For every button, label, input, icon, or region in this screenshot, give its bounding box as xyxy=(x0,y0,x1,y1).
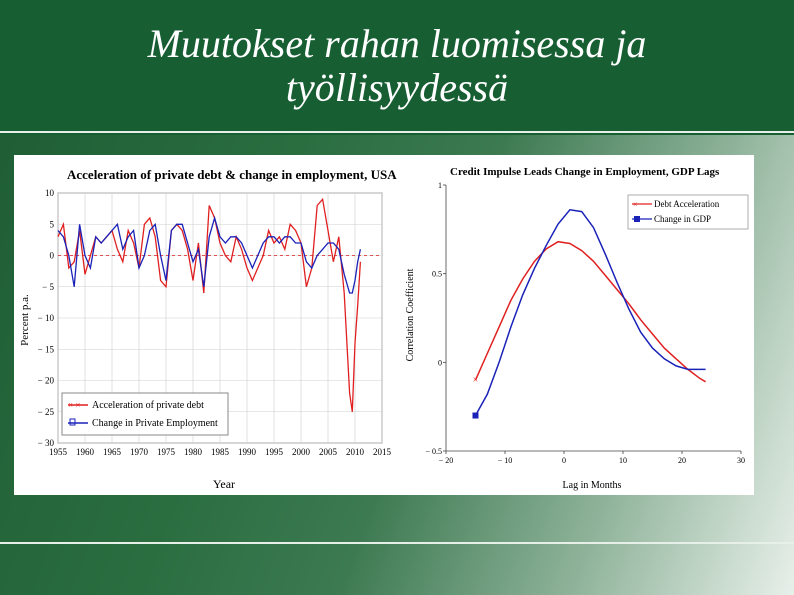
charts-svg: Acceleration of private debt & change in… xyxy=(19,166,749,491)
series-start-marker-square xyxy=(472,412,479,419)
title-bar xyxy=(0,0,794,135)
legend-marker-square xyxy=(69,418,76,426)
left-y-tick-label: − 5 xyxy=(42,282,54,292)
left-x-tick-label: 2000 xyxy=(292,447,311,457)
left-x-tick-label: 2005 xyxy=(319,447,338,457)
title-line-2: työllisyydessä xyxy=(285,65,509,110)
right-y-tick-label: 0.5 xyxy=(432,270,442,279)
left-x-tick-label: 1955 xyxy=(49,447,68,457)
left-x-tick-label: 1965 xyxy=(103,447,122,457)
left-x-tick-label: 1960 xyxy=(76,447,95,457)
left-x-tick-label: 1970 xyxy=(130,447,149,457)
chart-image: Acceleration of private debt & change in… xyxy=(14,155,754,495)
left-legend: × × Acceleration of private debt Change … xyxy=(61,392,229,436)
left-y-tick-label: 5 xyxy=(50,219,55,229)
legend-marker-square-right xyxy=(634,216,640,222)
legend-marker-x: × × xyxy=(68,400,80,410)
left-x-tick-label: 1980 xyxy=(184,447,203,457)
right-y-tick-label: 1 xyxy=(438,181,442,190)
right-chart-title: Credit Impulse Leads Change in Employmen… xyxy=(450,166,720,178)
series-start-marker-x: × xyxy=(473,375,479,386)
left-y-tick-label: − 20 xyxy=(38,376,55,386)
series-line-debt-acceleration-corr xyxy=(474,240,706,383)
left-y-axis-label: Percent p.a. xyxy=(19,294,31,346)
right-series: × xyxy=(472,208,706,419)
legend-label-debt-accel: Debt Acceleration xyxy=(654,199,720,209)
left-y-tick-label: 0 xyxy=(50,251,55,261)
left-x-axis-label: Year xyxy=(213,477,235,491)
right-x-tick-label: − 20 xyxy=(439,456,454,465)
right-legend-box xyxy=(627,194,749,230)
left-x-tick-label: 1990 xyxy=(238,447,257,457)
left-y-tick-label: − 10 xyxy=(38,313,55,323)
divider-bottom xyxy=(0,542,794,544)
left-x-tick-label: 1975 xyxy=(157,447,176,457)
left-x-tick-label: 1985 xyxy=(211,447,230,457)
right-y-tick-label: 0 xyxy=(438,358,442,367)
left-y-tick-label: − 15 xyxy=(38,344,55,354)
left-y-tick-label: 10 xyxy=(45,188,55,198)
right-x-tick-label: 0 xyxy=(562,456,566,465)
left-chart-title: Acceleration of private debt & change in… xyxy=(67,167,397,182)
right-x-tick-label: 10 xyxy=(619,456,627,465)
left-y-tick-label: − 30 xyxy=(38,438,55,448)
right-y-axis-label: Correlation Coefficient xyxy=(405,268,416,361)
legend-label-debt: Acceleration of private debt xyxy=(92,400,204,411)
right-x-tick-label: 20 xyxy=(678,456,686,465)
legend-label-gdp: Change in GDP xyxy=(654,214,711,224)
left-legend-box xyxy=(61,392,229,436)
left-x-tick-label: 2015 xyxy=(373,447,392,457)
series-line-gdp-corr xyxy=(474,208,706,416)
legend-label-employment: Change in Private Employment xyxy=(92,418,218,429)
left-ticks: 1955 1960 1965 1970 1975 1980 1985 1990 1995 2000… xyxy=(38,188,392,457)
right-y-tick-label: − 0.5 xyxy=(425,447,442,456)
title-line-1: Muutokset rahan luomisessa ja xyxy=(147,21,647,66)
left-series xyxy=(57,197,362,412)
right-axes: − 20 − 10 0 10 20 30 1 0.5 0 − 0.5 xyxy=(425,181,745,465)
divider-top xyxy=(0,131,794,133)
right-x-tick-label: 30 xyxy=(737,456,745,465)
right-x-tick-label: − 10 xyxy=(498,456,513,465)
legend-marker-x-right: × xyxy=(633,200,638,209)
left-x-tick-label: 1995 xyxy=(265,447,284,457)
slide-title: Muutokset rahan luomisessa ja työllisyyd… xyxy=(0,22,794,110)
right-legend: × Debt Acceleration Change in GDP xyxy=(627,194,749,230)
left-y-tick-label: − 25 xyxy=(38,407,55,417)
right-x-axis-label: Lag in Months xyxy=(563,480,622,491)
left-x-tick-label: 2010 xyxy=(346,447,365,457)
series-line-private-employment xyxy=(57,215,362,294)
